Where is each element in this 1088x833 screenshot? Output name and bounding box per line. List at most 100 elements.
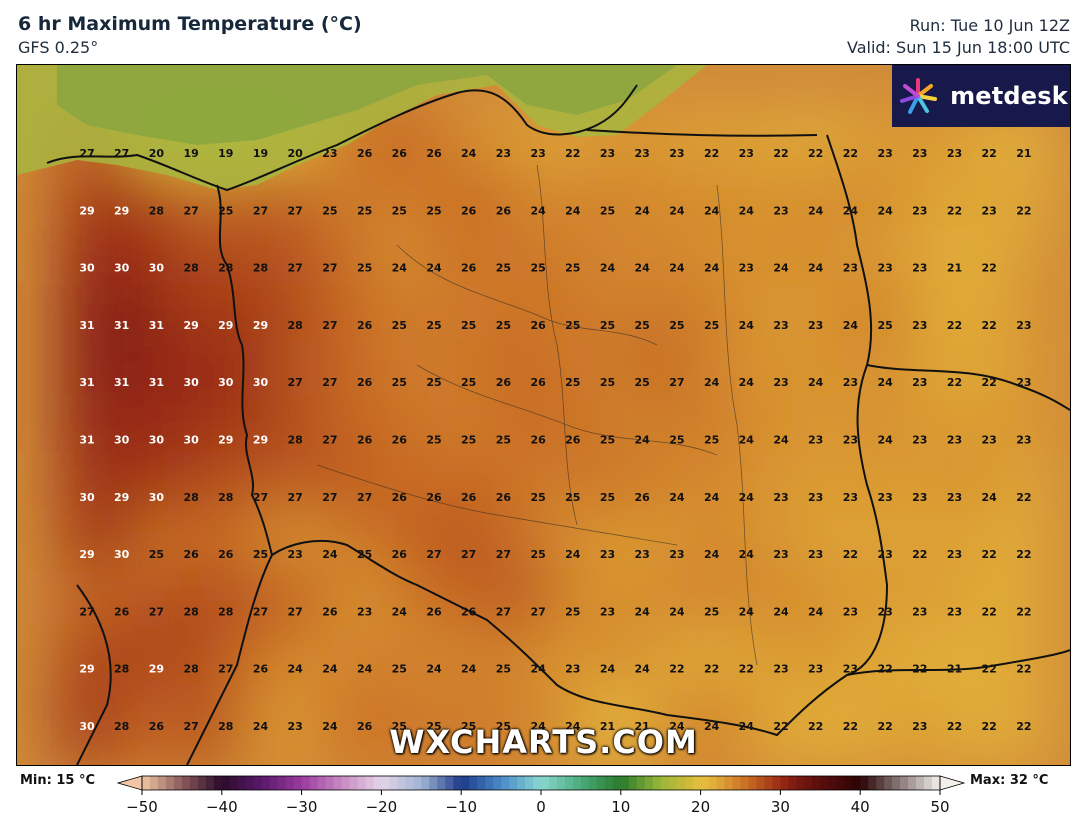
colorbar-segment: [724, 776, 733, 790]
colorbar-segment: [373, 776, 382, 790]
temperature-value: 25: [218, 204, 233, 217]
temperature-value: 23: [843, 376, 858, 389]
temperature-value: 24: [530, 663, 546, 676]
temperature-value: 23: [635, 147, 650, 160]
temperature-value: 24: [773, 262, 789, 275]
temperature-value: 25: [877, 319, 892, 332]
temperature-value: 23: [912, 262, 927, 275]
temperature-value: 27: [114, 147, 129, 160]
temperature-value: 23: [739, 147, 754, 160]
baltic-sea-core: [57, 65, 677, 145]
temperature-value: 24: [877, 434, 893, 447]
temperature-value: 24: [739, 605, 755, 618]
temperature-value: 25: [600, 434, 615, 447]
colorbar-segment: [916, 776, 925, 790]
colorbar-tick-label: −10: [445, 798, 477, 816]
temperature-value: 25: [461, 434, 476, 447]
temperature-value: 24: [565, 548, 581, 561]
temperature-value: 24: [600, 663, 616, 676]
temperature-value: 24: [739, 434, 755, 447]
colorbar-segment: [197, 776, 207, 790]
temperature-value: 27: [183, 720, 198, 733]
colorbar-segment: [365, 776, 374, 790]
temperature-value: 30: [79, 720, 95, 733]
colorbar-segment: [588, 776, 598, 790]
temperature-value: 22: [982, 720, 997, 733]
colorbar-min-arrow: [116, 775, 143, 791]
temperature-value: 25: [461, 720, 476, 733]
temperature-value: 28: [183, 491, 198, 504]
temperature-value: 25: [426, 434, 441, 447]
temperature-value: 24: [704, 548, 720, 561]
temperature-value: 29: [114, 204, 129, 217]
temperature-value: 31: [149, 376, 164, 389]
temperature-value: 22: [947, 720, 962, 733]
temperature-value: 24: [322, 720, 338, 733]
temperature-value: 22: [912, 548, 927, 561]
temperature-value: 30: [79, 262, 95, 275]
temperature-value: 21: [1016, 147, 1031, 160]
temperature-value: 22: [773, 720, 788, 733]
colorbar-segment: [876, 776, 885, 790]
temperature-value: 24: [392, 605, 408, 618]
temperature-value: 27: [461, 548, 476, 561]
colorbar-segment: [932, 776, 941, 790]
temperature-value: 24: [322, 663, 338, 676]
temperature-value: 24: [669, 720, 685, 733]
temperature-value: 23: [947, 434, 962, 447]
temperature-value: 27: [357, 491, 372, 504]
temperature-value: 22: [843, 548, 858, 561]
temperature-value: 23: [669, 548, 684, 561]
colorbar-segment: [844, 776, 853, 790]
metdesk-logo: metdesk: [892, 65, 1070, 127]
colorbar-segment: [700, 776, 709, 790]
colorbar-segment: [740, 776, 749, 790]
temperature-value: 23: [808, 491, 823, 504]
regional-borders: [316, 164, 758, 666]
temperature-value: 23: [773, 319, 788, 332]
temperature-value: 24: [982, 491, 998, 504]
temperature-value: 23: [912, 147, 927, 160]
temperature-value: 23: [843, 605, 858, 618]
colorbar-segment: [469, 776, 478, 790]
colorbar-segment: [317, 776, 326, 790]
temperature-value: 22: [808, 147, 823, 160]
temperature-value: 22: [1016, 605, 1031, 618]
run-label: Run: Tue 10 Jun 12Z: [909, 16, 1070, 35]
colorbar-segment: [908, 776, 917, 790]
temperature-value: 24: [808, 605, 824, 618]
temperature-value: 22: [739, 663, 754, 676]
southern-border: [846, 649, 1070, 676]
temperature-value: 23: [530, 147, 545, 160]
temperature-value: 24: [739, 720, 755, 733]
temperature-value: 27: [496, 605, 511, 618]
temperature-value: 25: [704, 605, 719, 618]
baltic-coastline: [46, 84, 638, 192]
belarus-ukraine-border: [866, 364, 1070, 411]
temperature-value: 24: [322, 548, 338, 561]
temperature-value: 23: [877, 491, 892, 504]
temperature-value: 28: [183, 605, 198, 618]
colorbar-segment: [756, 776, 765, 790]
temperature-value: 27: [149, 605, 164, 618]
temperature-value: 23: [600, 147, 615, 160]
temperature-value: 25: [392, 720, 407, 733]
temperature-value: 23: [912, 319, 927, 332]
temperature-value: 30: [149, 434, 165, 447]
temperature-value: 28: [114, 720, 129, 733]
temperature-value: 24: [635, 663, 651, 676]
temperature-value: 26: [357, 319, 373, 332]
temperature-value: 28: [149, 204, 164, 217]
temperature-value: 27: [496, 548, 511, 561]
colorbar-segment: [541, 776, 550, 790]
temperature-value: 24: [669, 605, 685, 618]
temperature-value: 25: [565, 319, 580, 332]
colorbar-max-label: Max: 32 °C: [970, 773, 1049, 788]
colorbar-segment: [189, 776, 199, 790]
colorbar-segment: [293, 776, 302, 790]
temperature-value: 28: [218, 605, 233, 618]
temperature-value: 23: [1016, 376, 1031, 389]
colorbar-segment: [572, 776, 582, 790]
colorbar-segment: [692, 776, 701, 790]
temperature-labels: 27 27 20 19 19 19 20 23 26 26 26 24 23 23 22 23 23 23 22 23…: [79, 147, 1031, 733]
